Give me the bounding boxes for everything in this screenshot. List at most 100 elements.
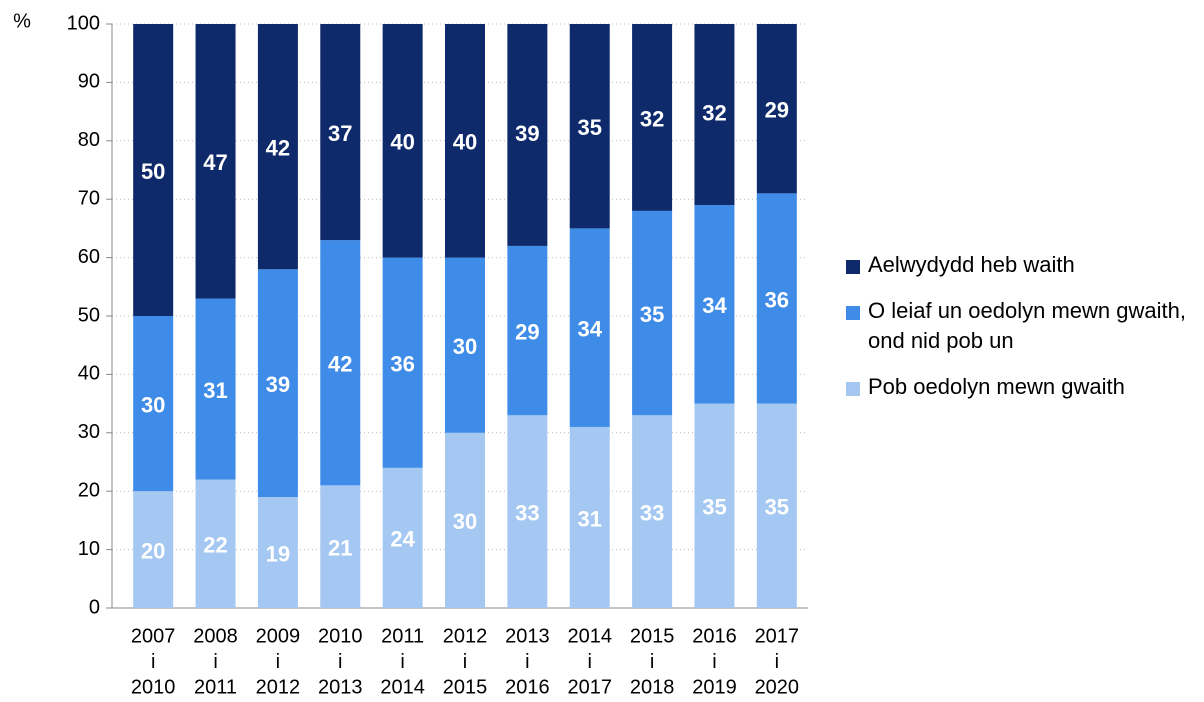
value-label: 30 xyxy=(141,392,165,417)
bar-segment xyxy=(632,24,673,211)
legend: Aelwydydd heb waith O leiaf un oedolyn me… xyxy=(840,250,1204,418)
value-label: 22 xyxy=(203,533,227,558)
legend-entry: Pob oedolyn mewn gwaith xyxy=(840,372,1204,402)
x-tick-label: 2015 xyxy=(443,676,488,698)
bar-segment xyxy=(569,426,610,608)
legend-swatch xyxy=(846,382,860,396)
y-tick-label: 80 xyxy=(78,129,100,151)
x-tick-label: i xyxy=(775,651,779,673)
x-tick-label: i xyxy=(463,651,467,673)
value-label: 40 xyxy=(453,130,477,155)
y-axis-label: % xyxy=(13,10,31,32)
x-tick-label: 2012 xyxy=(256,676,301,698)
x-tick-label: i xyxy=(213,651,217,673)
x-tick-label: i xyxy=(338,651,342,673)
bar-segment xyxy=(507,415,548,608)
bar-segment xyxy=(569,24,610,229)
legend-label: O leiaf un oedolyn mewn gwaith, ond nid … xyxy=(868,298,1186,353)
y-tick-label: 90 xyxy=(78,71,100,93)
value-label: 32 xyxy=(702,100,726,125)
bar-segment xyxy=(694,205,735,404)
x-tick-label: 2010 xyxy=(131,676,176,698)
y-tick-label: 20 xyxy=(78,479,100,501)
x-tick-label: i xyxy=(650,651,654,673)
value-label: 39 xyxy=(515,121,539,146)
value-label: 42 xyxy=(266,135,290,160)
value-label: 34 xyxy=(577,316,602,341)
x-tick-label: 2009 xyxy=(256,625,301,647)
value-label: 31 xyxy=(577,506,601,531)
x-tick-label: 2010 xyxy=(318,625,363,647)
value-label: 32 xyxy=(640,106,664,131)
legend-entry: Aelwydydd heb waith xyxy=(840,250,1204,280)
bar-segment xyxy=(694,24,735,206)
x-tick-label: 2012 xyxy=(443,625,488,647)
bar-segment xyxy=(382,257,423,468)
value-label: 42 xyxy=(328,352,352,377)
legend-swatch xyxy=(846,260,860,274)
y-tick-label: 100 xyxy=(67,12,100,34)
value-label: 19 xyxy=(266,541,290,566)
x-tick-label: 2011 xyxy=(381,625,424,647)
y-tick-label: 40 xyxy=(78,363,100,385)
x-tick-label: i xyxy=(588,651,592,673)
bar-segment xyxy=(694,403,735,608)
value-label: 35 xyxy=(640,302,664,327)
bar-segment xyxy=(133,491,174,608)
x-tick-label: 2014 xyxy=(380,676,425,698)
value-label: 33 xyxy=(640,500,664,525)
x-tick-label: 2019 xyxy=(692,676,737,698)
bar-segment xyxy=(445,24,485,258)
bar-segment xyxy=(756,403,797,608)
y-tick-label: 70 xyxy=(78,187,100,209)
x-tick-label: 2011 xyxy=(194,676,237,698)
legend-label: Pob oedolyn mewn gwaith xyxy=(868,374,1125,399)
x-tick-label: 2017 xyxy=(567,676,612,698)
bar-segment xyxy=(257,269,298,498)
value-label: 29 xyxy=(765,97,789,122)
value-label: 24 xyxy=(390,527,415,552)
bar-segment xyxy=(382,24,423,258)
x-tick-label: 2017 xyxy=(755,625,800,647)
bar-segment xyxy=(445,432,485,608)
bar-segment xyxy=(195,479,236,608)
value-label: 35 xyxy=(765,495,789,520)
bar-segment xyxy=(195,24,236,299)
value-label: 29 xyxy=(515,319,539,344)
bar-segment xyxy=(756,24,797,194)
bar-segment xyxy=(756,193,797,404)
value-label: 21 xyxy=(328,535,352,560)
x-tick-label: 2007 xyxy=(131,625,176,647)
x-tick-label: 2013 xyxy=(318,676,363,698)
value-label: 40 xyxy=(390,130,414,155)
bar-segment xyxy=(320,24,361,241)
bar-segment xyxy=(133,24,174,316)
value-label: 30 xyxy=(453,334,477,359)
bar-segment xyxy=(445,257,485,433)
value-label: 33 xyxy=(515,500,539,525)
x-tick-label: 2018 xyxy=(630,676,675,698)
bar-segment xyxy=(507,24,548,246)
y-tick-label: 10 xyxy=(78,538,100,560)
y-tick-label: 30 xyxy=(78,421,100,443)
value-label: 50 xyxy=(141,159,165,184)
bar-segment xyxy=(257,24,298,270)
x-tick-label: i xyxy=(151,651,155,673)
bar-segment xyxy=(257,497,298,608)
x-tick-label: 2014 xyxy=(567,625,612,647)
value-label: 34 xyxy=(702,293,727,318)
value-label: 36 xyxy=(765,287,789,312)
bar-segment xyxy=(632,415,673,608)
bar-segment xyxy=(382,467,423,608)
x-tick-label: 2016 xyxy=(505,676,550,698)
bar-segment xyxy=(320,240,361,486)
value-label: 20 xyxy=(141,538,165,563)
x-tick-label: i xyxy=(276,651,280,673)
value-label: 37 xyxy=(328,121,352,146)
x-tick-label: i xyxy=(400,651,404,673)
legend-entry: O leiaf un oedolyn mewn gwaith, ond nid … xyxy=(840,296,1204,356)
x-tick-label: 2008 xyxy=(193,625,238,647)
labels: 0 10 20 30 40 50 60 70 80 90 100 2007 i 2010 20 30 50 200… xyxy=(67,12,799,698)
